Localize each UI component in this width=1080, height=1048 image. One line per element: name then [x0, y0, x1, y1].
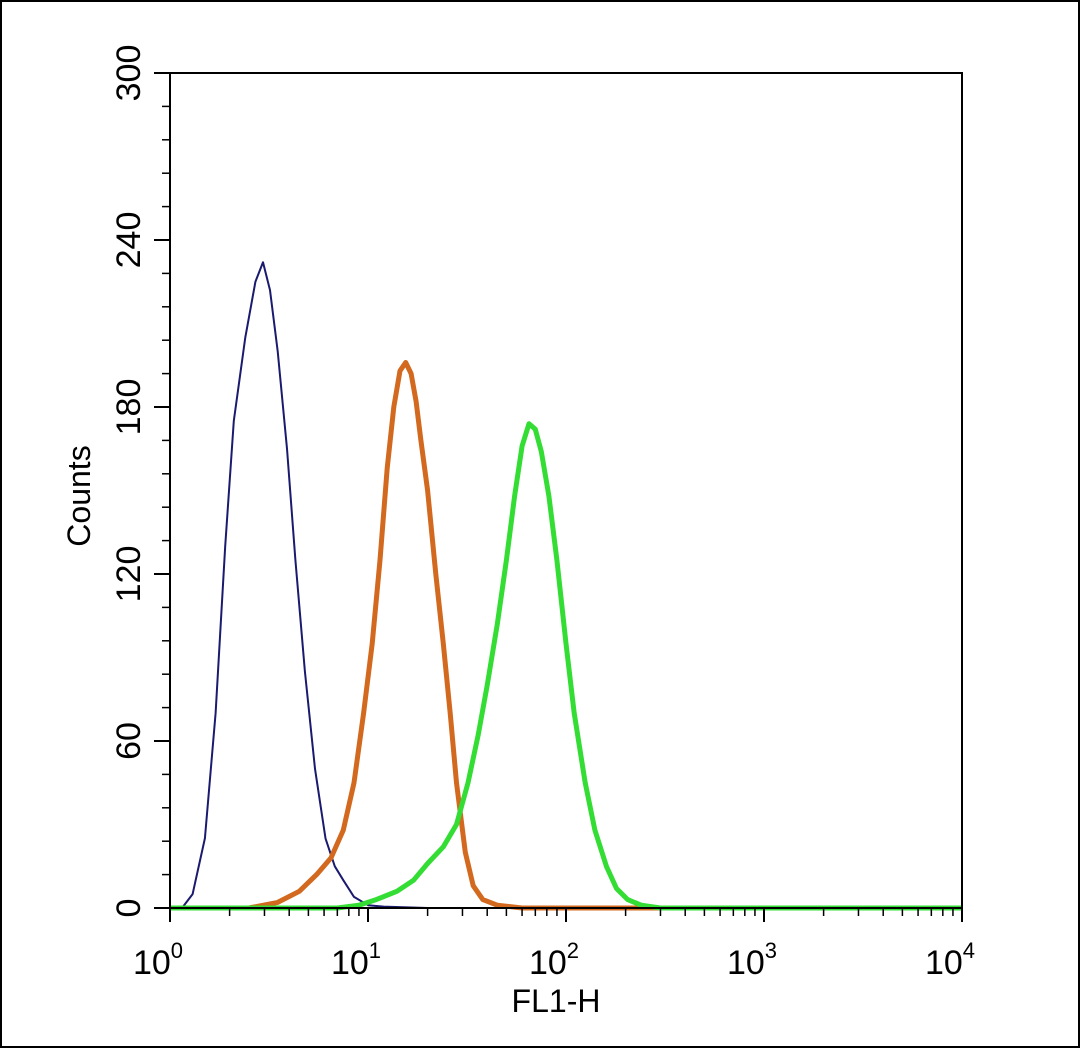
x-axis-title: FL1-H: [512, 983, 601, 1019]
histogram-series-2: [170, 360, 962, 911]
y-tick-label: 180: [110, 379, 148, 436]
y-axis-title: Counts: [61, 445, 97, 546]
x-tick-label: 100: [133, 938, 183, 982]
histogram-series-1: [181, 261, 962, 909]
x-tick-label: 102: [529, 938, 579, 982]
ticks-layer: 0 60 120 180 240 300 100 101 102 103 104: [110, 45, 975, 982]
histogram-series-3: [170, 421, 962, 911]
x-tick-label: 101: [331, 938, 381, 982]
x-tick-label: 103: [727, 938, 777, 982]
plot-area: [169, 72, 963, 909]
series-layer: [170, 261, 962, 911]
y-tick-label: 60: [110, 722, 148, 760]
x-tick-label: 104: [925, 938, 975, 982]
y-tick-label: 300: [110, 45, 148, 102]
y-tick-label: 120: [110, 546, 148, 603]
y-tick-label: 240: [110, 212, 148, 269]
y-tick-label: 0: [110, 899, 148, 918]
